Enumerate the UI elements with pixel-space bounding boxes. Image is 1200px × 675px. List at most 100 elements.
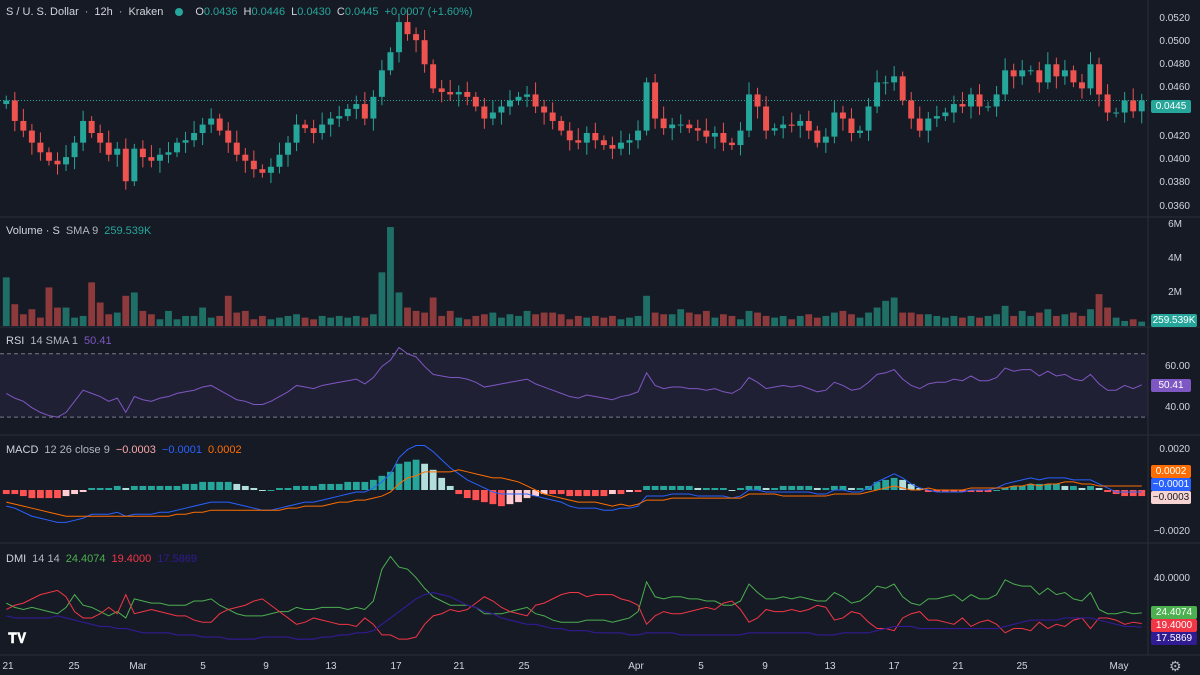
macd-histogram-bar: [959, 490, 966, 493]
volume-bar: [609, 315, 616, 326]
volume-bar: [421, 312, 429, 326]
price-tick: 0.0380: [1159, 177, 1190, 188]
signal-line: [6, 469, 1142, 517]
volume-bar: [959, 317, 966, 326]
interval-label[interactable]: 12h: [94, 6, 113, 18]
candle-body: [1036, 70, 1043, 83]
tradingview-logo-icon[interactable]: 𝐓𝐕: [8, 630, 27, 646]
candle-body: [515, 96, 522, 101]
macd-histogram-bar: [207, 481, 215, 490]
macd-histogram-bar: [96, 487, 104, 490]
candle-body: [438, 88, 445, 93]
macd-histogram-bar: [105, 487, 113, 490]
rsi-params: 14 SMA 1: [30, 335, 79, 347]
volume-bar: [1018, 310, 1026, 326]
candle-body: [1138, 100, 1145, 112]
candle-body: [413, 34, 420, 41]
rsi-tick: 40.00: [1164, 402, 1190, 413]
macd-histogram-bar: [37, 490, 44, 499]
volume-bar: [865, 312, 872, 326]
candle-body: [88, 120, 95, 134]
macd-histogram-bar: [617, 490, 625, 495]
volume-bar: [1070, 312, 1077, 326]
macd-histogram-bar: [711, 487, 719, 490]
macd-histogram-bar: [1061, 485, 1069, 490]
candle-body: [71, 142, 78, 158]
macd-histogram-bar: [182, 483, 189, 490]
volume-bar: [941, 317, 949, 326]
macd-line-value: −0.0001: [161, 444, 202, 456]
volume-bar: [455, 317, 463, 326]
macd-histogram-bar: [1104, 490, 1111, 493]
candle-body: [267, 166, 274, 173]
rsi-tick: 60.00: [1164, 361, 1190, 372]
candle-body: [874, 82, 881, 107]
volume-bar: [489, 312, 497, 326]
candle-body: [447, 92, 454, 95]
macd-histogram-bar: [1095, 487, 1103, 490]
volume-bar: [190, 315, 198, 326]
candle-body: [319, 124, 326, 134]
exchange-label: Kraken: [128, 6, 164, 18]
volume-bar: [54, 307, 61, 326]
settings-gear-icon[interactable]: ⚙: [1169, 658, 1182, 674]
candle-body: [728, 142, 735, 146]
candle-body: [882, 82, 889, 84]
volume-bar: [438, 315, 446, 326]
candle-body: [156, 154, 163, 161]
candle-body: [105, 142, 112, 155]
candle-body: [575, 140, 582, 143]
time-tick: 9: [762, 661, 768, 672]
candle-body: [524, 94, 531, 97]
last-price-tag[interactable]: 0.0445: [1151, 100, 1191, 113]
macd-histogram-bar: [899, 479, 907, 490]
volume-tick: 2M: [1168, 287, 1182, 298]
volume-bar: [540, 312, 548, 326]
candle-body: [421, 40, 428, 65]
candle-body: [857, 130, 863, 134]
macd-histogram-bar: [745, 485, 753, 490]
price-tick: 0.0460: [1159, 82, 1190, 93]
macd-histogram-bar: [967, 490, 975, 493]
ohlc-close: C0.0445: [336, 6, 379, 18]
volume-bar: [1112, 317, 1120, 326]
candle-body: [208, 118, 215, 125]
rsi-legend[interactable]: RSI 14 SMA 1 50.41: [6, 335, 112, 347]
macd-histogram-bar: [301, 485, 309, 490]
candle-body: [430, 64, 437, 89]
macd-histogram-bar: [489, 490, 497, 505]
volume-bar: [318, 315, 326, 326]
macd-histogram-bar: [916, 487, 924, 490]
dmi-legend[interactable]: DMI 14 14 24.4074 19.4000 17.5869: [6, 553, 197, 565]
macd-histogram-bar: [387, 471, 394, 490]
volume-bar: [395, 292, 403, 326]
macd-histogram-bar: [472, 490, 480, 501]
macd-histogram-bar: [216, 481, 224, 490]
volume-legend[interactable]: Volume · S SMA 9 259.539K: [6, 225, 151, 237]
macd-histogram-bar: [438, 477, 446, 490]
dmi-minus-tag: 19.4000: [1151, 619, 1197, 632]
candle-body: [353, 104, 360, 109]
macd-histogram-bar: [378, 475, 386, 490]
volume-bar: [11, 304, 19, 326]
volume-bar: [515, 315, 522, 326]
dmi-tick: 40.0000: [1153, 573, 1190, 584]
candle-body: [1130, 100, 1137, 112]
macd-histogram-bar: [1052, 483, 1060, 490]
macd-histogram-bar: [702, 487, 710, 490]
volume-bar: [899, 312, 907, 326]
candle-body: [344, 108, 351, 117]
macd-histogram-bar: [139, 485, 147, 490]
symbol-title[interactable]: S / U. S. Dollar: [6, 6, 79, 18]
candle-body: [63, 157, 70, 165]
candle-body: [233, 142, 240, 155]
macd-legend[interactable]: MACD 12 26 close 9 −0.0003 −0.0001 0.000…: [6, 444, 242, 456]
macd-histogram-bar: [130, 485, 138, 490]
volume-bar: [79, 315, 87, 326]
candle-body: [925, 118, 932, 131]
volume-bar: [378, 272, 386, 326]
volume-bar: [113, 312, 121, 326]
volume-bar: [660, 314, 668, 326]
macd-histogram-bar: [830, 485, 838, 490]
